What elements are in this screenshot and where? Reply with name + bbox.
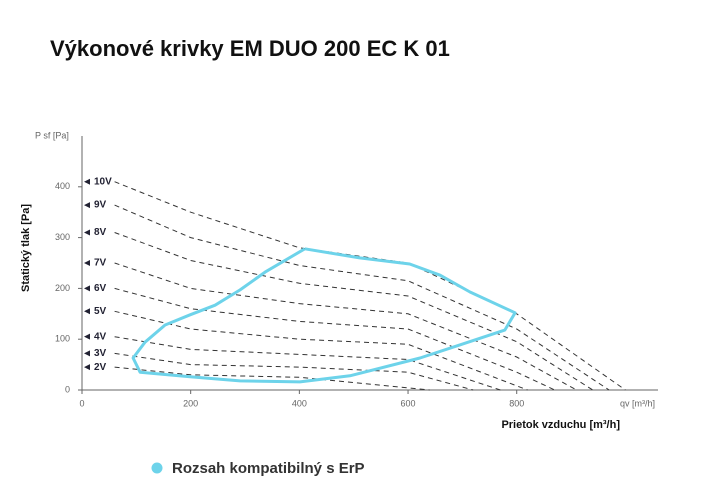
legend-label: Rozsah kompatibilný s ErP <box>172 460 365 477</box>
x-tick-label: 400 <box>292 398 307 408</box>
label-arrow <box>84 229 90 236</box>
x-tick-label: 200 <box>183 398 198 408</box>
voltage-curve <box>114 181 626 391</box>
x-tick-label: 0 <box>79 398 84 408</box>
label-arrow <box>84 333 90 340</box>
series-label: 2V <box>94 362 107 373</box>
x-tick-label: 800 <box>509 398 524 408</box>
label-arrow <box>84 285 90 292</box>
y-tick-label: 200 <box>55 283 70 293</box>
label-arrow <box>84 308 90 315</box>
x-unit-label: qv [m³/h] <box>620 398 655 408</box>
voltage-curve <box>114 366 430 391</box>
y-axis-label: Statický tlak [Pa] <box>20 204 32 292</box>
y-tick-label: 0 <box>65 384 70 394</box>
y-tick-label: 300 <box>55 232 70 242</box>
label-arrow <box>84 350 90 357</box>
series-label: 10V <box>94 176 112 187</box>
series-label: 6V <box>94 283 107 294</box>
voltage-curve <box>114 232 594 391</box>
series-label: 4V <box>94 331 107 342</box>
series-label: 9V <box>94 200 107 211</box>
series-label: 3V <box>94 348 107 359</box>
voltage-curve <box>114 287 556 391</box>
x-axis-label: Prietok vzduchu [m³/h] <box>501 419 620 431</box>
erp-region <box>131 247 517 384</box>
x-tick-label: 600 <box>401 398 416 408</box>
label-arrow <box>84 202 90 209</box>
voltage-curve <box>114 204 610 391</box>
voltage-curve <box>114 336 501 391</box>
voltage-curve <box>114 262 577 391</box>
label-arrow <box>84 364 90 371</box>
chart-title: Výkonové krivky EM DUO 200 EC K 01 <box>50 36 450 61</box>
label-arrow <box>84 178 90 185</box>
series-label: 5V <box>94 306 107 317</box>
y-unit-label: P sf [Pa] <box>35 130 69 140</box>
voltage-curve <box>114 352 474 391</box>
series-label: 8V <box>94 227 107 238</box>
label-arrow <box>84 260 90 266</box>
series-label: 7V <box>94 258 107 269</box>
legend-marker <box>151 462 163 474</box>
y-tick-label: 100 <box>55 334 70 344</box>
y-tick-label: 400 <box>55 181 70 191</box>
